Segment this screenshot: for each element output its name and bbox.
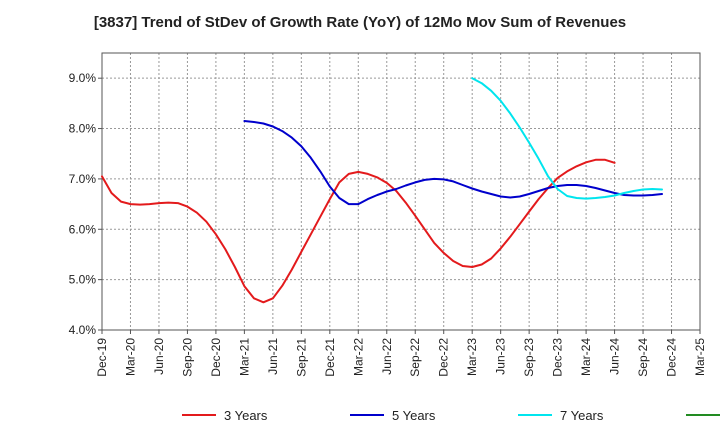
y-tick-label: 4.0% [69,323,97,337]
y-tick-label: 5.0% [69,273,97,287]
x-tick-label: Mar-22 [351,338,365,376]
x-tick-label: Dec-22 [437,338,451,377]
x-tick-label: Jun-21 [266,338,280,375]
x-tick-label: Dec-24 [665,338,679,377]
series-lines [101,77,663,304]
x-tick-label: Dec-20 [209,338,223,377]
y-tick-label: 8.0% [69,122,97,136]
legend-label-3-years: 3 Years [224,408,268,423]
x-tick-label: Mar-24 [579,338,593,376]
series-line-7-years [471,77,663,200]
x-axis: Dec-19 Mar-20 Jun-20 Sep-20 Dec-20 Mar-21 Jun-… [95,330,707,377]
plot-frame [101,52,701,331]
legend-label-5-years: 5 Years [392,408,436,423]
x-tick-label: Dec-23 [551,338,565,377]
x-tick-label: Sep-20 [180,338,194,377]
x-tick-label: Dec-21 [323,338,337,377]
x-tick-label: Jun-20 [152,338,166,375]
x-tick-label: Jun-23 [494,338,508,375]
series-line-3-years [101,158,616,304]
x-tick-label: Sep-22 [408,338,422,377]
legend-label-7-years: 7 Years [560,408,604,423]
x-tick-label: Jun-24 [608,338,622,375]
x-tick-label: Mar-21 [237,338,251,376]
x-tick-label: Sep-23 [522,338,536,377]
series-line-5-years [243,120,663,206]
plot-border [101,52,701,331]
x-tick-label: Sep-21 [294,338,308,377]
x-tick-label: Jun-22 [380,338,394,375]
y-axis: 4.0% 5.0% 6.0% 7.0% 8.0% 9.0% [69,71,102,337]
x-tick-label: Dec-19 [95,338,109,377]
x-tick-label: Mar-25 [693,338,707,376]
x-tick-label: Mar-20 [123,338,137,376]
x-tick-label: Mar-23 [465,338,479,376]
y-tick-label: 7.0% [69,172,97,186]
y-tick-label: 9.0% [69,71,97,85]
x-tick-label: Sep-24 [636,338,650,377]
chart-title: [3837] Trend of StDev of Growth Rate (Yo… [93,14,627,31]
y-tick-label: 6.0% [69,222,97,236]
